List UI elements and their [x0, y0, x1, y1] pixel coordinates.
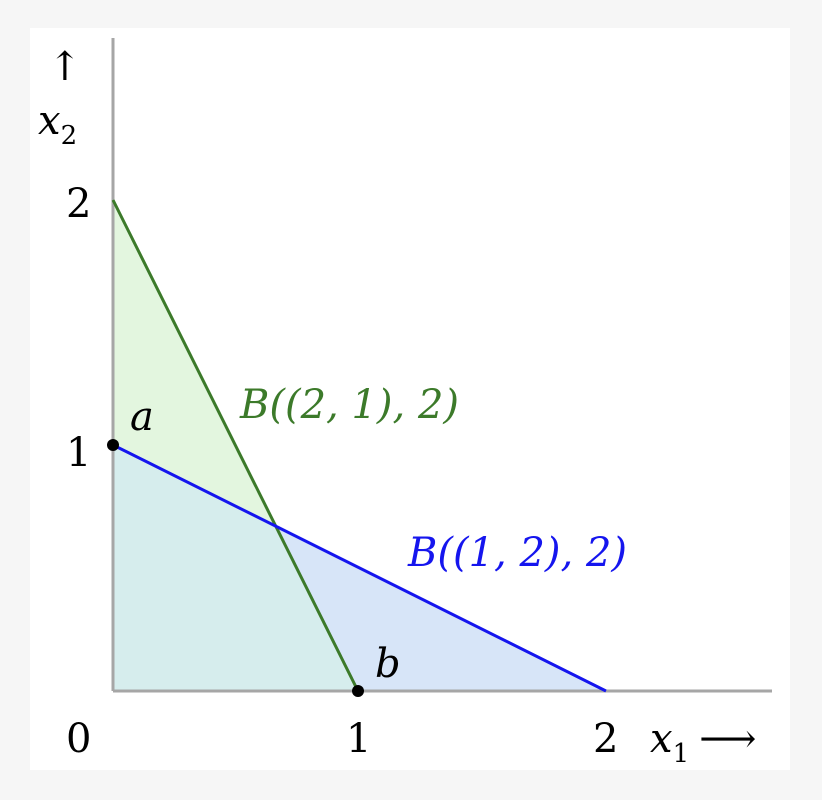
point-a-marker: [107, 439, 119, 451]
overlap-region: [113, 445, 358, 691]
y-axis-subscript: 2: [61, 121, 78, 151]
point-b-marker: [352, 685, 364, 697]
y-axis-label: x2: [38, 98, 77, 151]
y-axis-var: x: [38, 98, 61, 144]
point-b-label: b: [375, 641, 401, 687]
tick-y-2: 2: [66, 181, 91, 227]
green-budget-line: [111, 199, 360, 692]
blue-budget-label: B((1, 2), 2): [407, 530, 627, 576]
tick-x-0: 0: [66, 716, 91, 762]
tick-y-1: 1: [66, 430, 91, 476]
tick-x-2: 2: [593, 716, 618, 762]
x-axis-var: x: [650, 716, 673, 762]
point-a-label: a: [130, 394, 154, 440]
y-axis-arrow: ↑: [48, 44, 82, 90]
green-budget-label: B((2, 1), 2): [239, 382, 459, 428]
blue-budget-line: [112, 443, 607, 693]
x-axis-arrow: ⟶: [699, 716, 756, 762]
x-axis-subscript: 1: [673, 739, 690, 769]
tick-x-1: 1: [346, 716, 371, 762]
x-axis-label: x1 ⟶: [650, 716, 756, 769]
